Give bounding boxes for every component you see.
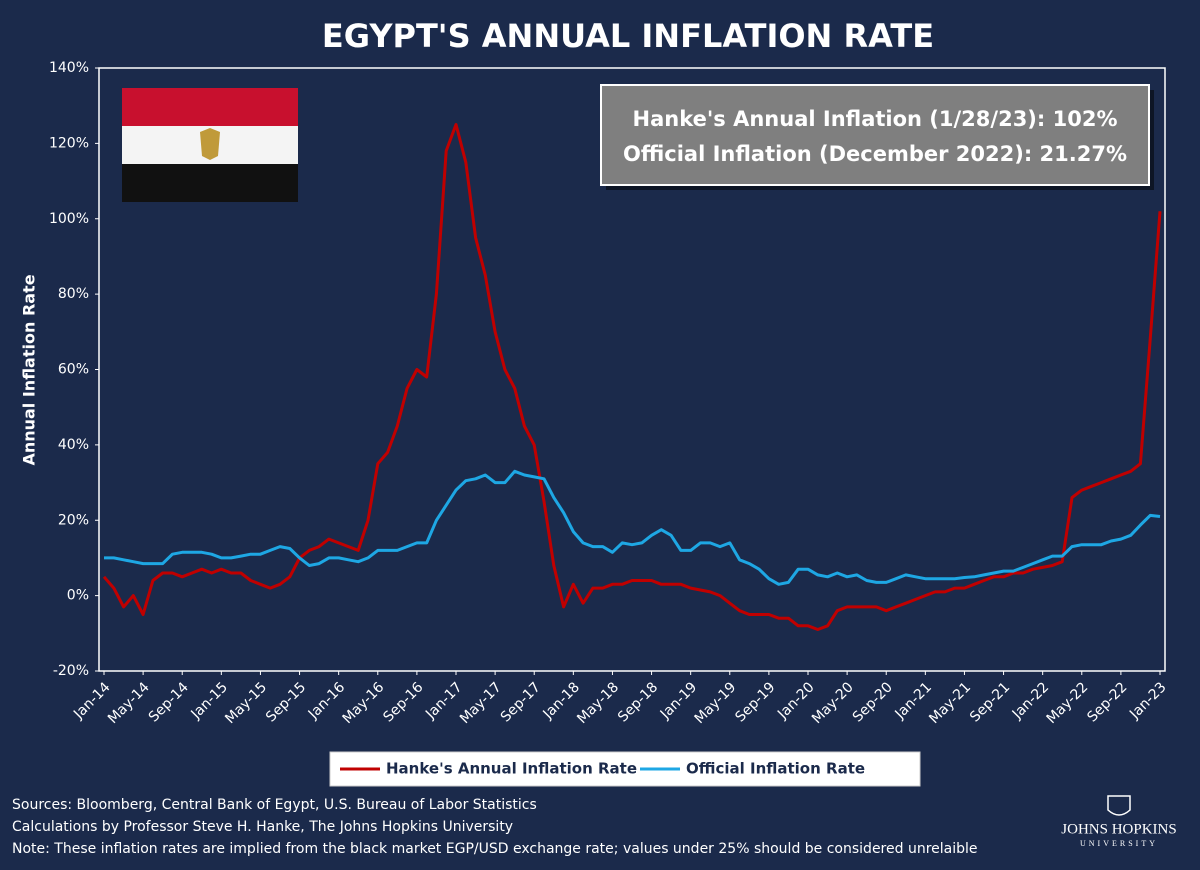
logo-text: JOHNS HOPKINS: [1061, 821, 1176, 837]
y-tick-label: 40%: [58, 437, 89, 453]
y-tick-label: 100%: [49, 211, 89, 227]
y-tick-label: 0%: [67, 588, 89, 604]
note: Calculations by Professor Steve H. Hanke…: [12, 819, 513, 835]
flag: [122, 88, 298, 202]
y-tick-label: 60%: [58, 362, 89, 378]
y-tick-label: 20%: [58, 512, 89, 528]
note: Sources: Bloomberg, Central Bank of Egyp…: [12, 797, 537, 813]
y-tick-label: 80%: [58, 286, 89, 302]
legend-label: Hanke's Annual Inflation Rate: [386, 760, 637, 778]
annotation-text: Official Inflation (December 2022): 21.2…: [623, 142, 1127, 166]
logo-text: UNIVERSITY: [1080, 839, 1158, 848]
y-tick-label: 120%: [49, 135, 89, 151]
y-tick-label: 140%: [49, 60, 89, 76]
annotation-text: Hanke's Annual Inflation (1/28/23): 102%: [633, 107, 1118, 131]
series-line: [102, 123, 1162, 631]
y-axis-label: Annual Inflation Rate: [20, 274, 39, 465]
note: Note: These inflation rates are implied …: [12, 841, 978, 857]
legend-box: [329, 751, 921, 787]
annotation-box: [600, 84, 1150, 186]
chart-title: EGYPT'S ANNUAL INFLATION RATE: [322, 17, 934, 55]
logo-shield: [1107, 795, 1131, 816]
flag-eagle: [200, 128, 220, 160]
flag-red: [122, 88, 298, 126]
y-tick-label: -20%: [53, 663, 89, 679]
series-line: [104, 469, 1161, 586]
legend-label: Official Inflation Rate: [686, 760, 865, 778]
flag-black: [122, 164, 298, 202]
